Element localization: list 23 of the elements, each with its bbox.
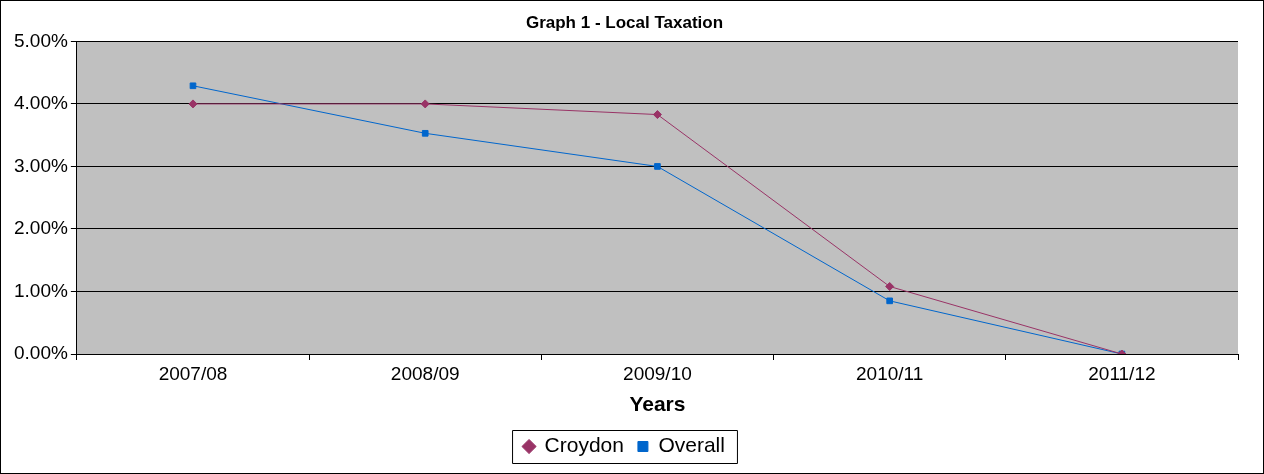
x-tick-label: 2011/12 [1088, 362, 1156, 384]
point [189, 82, 197, 90]
x-tick-label: 2009/10 [623, 362, 692, 384]
y-tick-label: 0.00% [14, 342, 68, 364]
point [652, 110, 662, 120]
point [188, 99, 198, 109]
y-tick-label: 4.00% [14, 92, 68, 114]
x-tick-label: 2008/09 [390, 362, 460, 384]
point [886, 297, 893, 305]
y-tick-label: 3.00% [14, 154, 68, 176]
legend-label: Croydon [544, 433, 624, 457]
point [420, 99, 430, 109]
point [885, 281, 895, 291]
y-tick-label: 5.00% [14, 29, 68, 51]
x-axis-title: Years [629, 392, 686, 416]
x-tick-label: 2010/11 [856, 362, 924, 384]
y-tick-label: 2.00% [14, 217, 68, 239]
chart-title: Graph 1 - Local Taxation [525, 12, 724, 32]
legend-label: Overall [658, 433, 725, 457]
point [421, 129, 429, 137]
x-tick-label: 2007/08 [158, 362, 228, 384]
y-tick-label: 1.00% [14, 279, 68, 301]
point [654, 163, 661, 170]
